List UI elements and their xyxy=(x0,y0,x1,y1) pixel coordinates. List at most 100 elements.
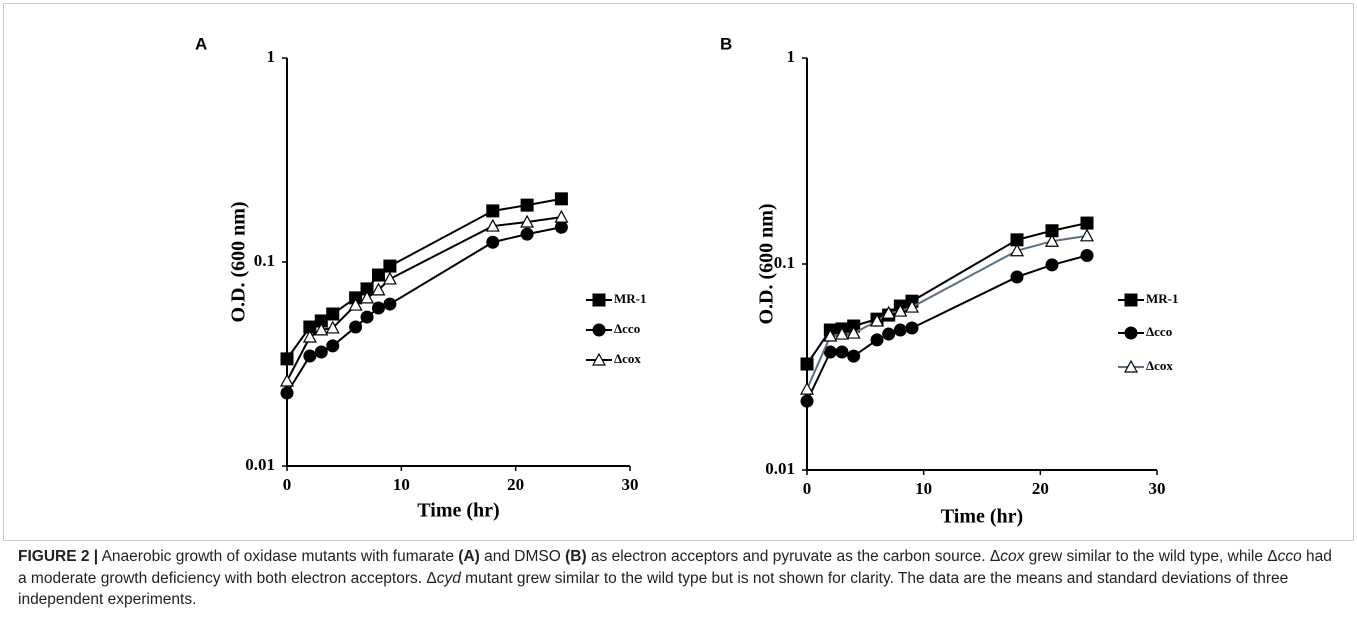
marker xyxy=(1045,258,1059,272)
marker xyxy=(360,310,374,324)
marker xyxy=(371,301,385,315)
marker xyxy=(834,326,850,340)
y-tick-label: 0.01 xyxy=(245,455,275,474)
marker xyxy=(486,235,500,249)
x-tick-label: 30 xyxy=(622,475,639,494)
marker xyxy=(881,305,896,319)
marker xyxy=(314,345,328,359)
marker xyxy=(905,321,919,335)
marker xyxy=(869,313,885,327)
caption-text: mutant grew similar to the wild type but… xyxy=(18,569,1289,609)
caption-text: as electron acceptors and pyruvate as th… xyxy=(586,548,1001,565)
marker xyxy=(326,307,340,321)
marker xyxy=(326,339,340,353)
marker xyxy=(800,394,814,408)
marker xyxy=(279,373,295,387)
panel-label: B xyxy=(720,34,732,53)
marker xyxy=(1080,216,1094,230)
panel-label: A xyxy=(195,34,207,53)
marker xyxy=(1010,233,1024,247)
x-axis-label: Time (hr) xyxy=(941,506,1023,528)
marker xyxy=(846,325,861,339)
marker xyxy=(800,357,814,371)
legend-label: Δcox xyxy=(1146,358,1173,373)
marker xyxy=(349,320,363,334)
marker xyxy=(520,227,534,241)
marker xyxy=(520,214,535,228)
marker xyxy=(371,268,385,282)
marker xyxy=(904,299,920,313)
marker xyxy=(847,349,861,363)
marker xyxy=(554,209,569,223)
marker xyxy=(799,381,815,395)
y-tick-label: 1 xyxy=(787,47,796,66)
caption-text: and DMSO xyxy=(479,548,566,565)
caption: FIGURE 2 | Anaerobic growth of oxidase m… xyxy=(18,546,1343,611)
marker xyxy=(870,333,884,347)
marker xyxy=(1080,248,1094,262)
marker xyxy=(520,198,534,212)
marker xyxy=(382,271,397,285)
x-tick-label: 20 xyxy=(1032,479,1049,498)
legend-marker xyxy=(591,352,607,366)
marker xyxy=(280,386,294,400)
series-line xyxy=(806,234,1088,390)
marker xyxy=(1010,270,1024,284)
caption-text: (B) xyxy=(565,548,587,565)
legend-label: MR-1 xyxy=(614,291,647,306)
marker xyxy=(383,297,397,311)
marker xyxy=(314,314,328,328)
caption-text: (A) xyxy=(458,548,480,565)
legend-label: Δcco xyxy=(614,321,640,336)
marker xyxy=(554,192,568,206)
marker xyxy=(325,320,340,334)
x-tick-label: 20 xyxy=(507,475,524,494)
legend-label: Δcox xyxy=(614,351,641,366)
marker xyxy=(893,303,908,317)
y-axis-label: O.D. (600 nm) xyxy=(756,203,778,324)
caption-text: cox xyxy=(1000,548,1025,565)
legend-marker xyxy=(1124,293,1138,307)
y-tick-label: 0.01 xyxy=(765,459,795,478)
x-tick-label: 0 xyxy=(283,475,292,494)
marker xyxy=(314,322,329,336)
marker xyxy=(383,259,397,273)
figure-frame xyxy=(3,3,1354,541)
marker xyxy=(835,345,849,359)
legend-label: MR-1 xyxy=(1146,291,1179,306)
marker xyxy=(1009,243,1025,257)
x-axis-label: Time (hr) xyxy=(417,500,499,522)
series-line xyxy=(806,222,1088,365)
x-tick-label: 30 xyxy=(1149,479,1166,498)
marker xyxy=(823,345,837,359)
caption-text: cco xyxy=(1277,548,1302,565)
marker xyxy=(348,297,363,311)
marker xyxy=(303,320,317,334)
y-tick-label: 0.1 xyxy=(774,253,795,272)
marker xyxy=(893,323,907,337)
marker xyxy=(1045,224,1059,238)
marker xyxy=(554,220,568,234)
caption-text: grew similar to the wild type, while Δ xyxy=(1024,548,1278,565)
legend-label: Δcco xyxy=(1146,324,1172,339)
marker xyxy=(371,282,386,296)
caption-label: FIGURE 2 | xyxy=(18,548,99,565)
marker xyxy=(486,204,500,218)
y-axis-label: O.D. (600 nm) xyxy=(228,201,250,322)
y-tick-label: 1 xyxy=(267,47,276,66)
legend-marker xyxy=(592,323,606,337)
y-tick-label: 0.1 xyxy=(254,251,275,270)
x-tick-label: 10 xyxy=(393,475,410,494)
marker xyxy=(303,349,317,363)
marker xyxy=(280,352,294,366)
legend-marker xyxy=(1124,326,1138,340)
marker xyxy=(882,327,896,341)
marker xyxy=(302,329,317,343)
caption-text: cyd xyxy=(436,569,461,587)
legend-marker xyxy=(592,293,606,307)
x-tick-label: 0 xyxy=(803,479,812,498)
marker xyxy=(360,282,374,296)
marker xyxy=(485,218,500,232)
legend-marker xyxy=(1123,359,1139,373)
x-tick-label: 10 xyxy=(915,479,932,498)
